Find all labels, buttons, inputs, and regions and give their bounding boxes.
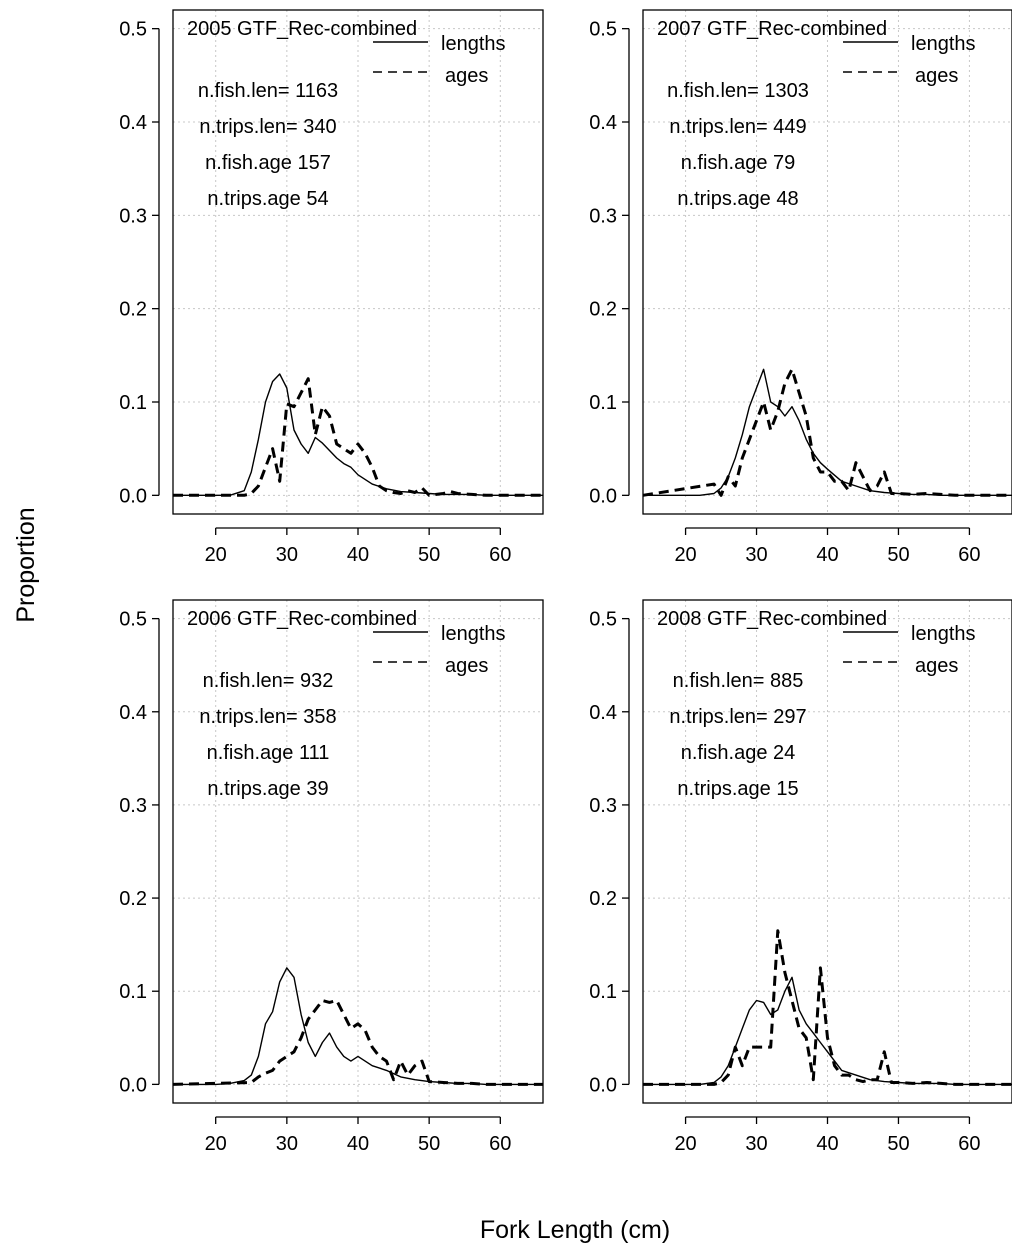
y-axis-label: Proportion (12, 507, 40, 622)
annotation-text: n.fish.age 157 (205, 152, 331, 174)
y-tick-label: 0.0 (589, 485, 617, 507)
y-tick-label: 0.1 (119, 981, 147, 1003)
y-tick-label: 0.3 (119, 795, 147, 817)
series-ages-line (172, 999, 543, 1086)
annotation-text: n.trips.len= 449 (669, 116, 806, 138)
annotation-text: n.fish.age 79 (681, 152, 796, 174)
legend-label-ages: ages (445, 65, 488, 87)
plot-frame (642, 599, 1012, 1104)
panel-title: 2005 GTF_Rec-combined (187, 18, 417, 40)
x-tick-label: 20 (205, 544, 227, 566)
x-tick-label: 60 (489, 1133, 511, 1155)
panel-title: 2008 GTF_Rec-combined (657, 608, 887, 630)
y-tick-label: 0.0 (119, 1074, 147, 1096)
y-tick-label: 0.5 (589, 609, 617, 631)
y-tick-label: 0.0 (589, 1074, 617, 1096)
y-tick-label: 0.2 (589, 299, 617, 321)
x-tick-label: 40 (816, 544, 838, 566)
y-tick-label: 0.4 (119, 112, 147, 134)
annotation-text: n.fish.age 111 (207, 742, 330, 764)
y-tick-label: 0.1 (589, 392, 617, 414)
x-tick-label: 20 (674, 544, 696, 566)
y-tick-label: 0.5 (119, 609, 147, 631)
annotation-text: n.trips.age 54 (207, 188, 328, 210)
annotation-text: n.fish.len= 1303 (667, 80, 809, 102)
annotation-text: n.fish.len= 1163 (198, 80, 338, 102)
series-ages-line (643, 929, 1012, 1086)
x-tick-label: 40 (347, 1133, 369, 1155)
series-ages-line (173, 377, 543, 497)
y-tick-label: 0.1 (589, 981, 617, 1003)
panel-2008: 0.0 0.1 0.2 0.3 0.4 0.5 20 30 40 50 60 2008 GTF_Rec… (589, 599, 1012, 1155)
series-lengths-line (643, 368, 1012, 496)
series-ages-line (642, 367, 1012, 497)
panel-2007: 0.0 0.1 0.2 0.3 0.4 0.5 20 30 40 50 60 2007 GTF_Rec… (589, 9, 1012, 566)
x-tick-label: 50 (887, 1133, 909, 1155)
annotation-text: n.trips.len= 358 (199, 706, 336, 728)
series-lengths-line (173, 373, 543, 496)
panel-2005: 0.0 0.1 0.2 0.3 0.4 0.5 20 30 40 50 60 2005 GTF_Rec… (119, 9, 544, 566)
x-tick-label: 30 (745, 544, 767, 566)
y-tick-label: 0.2 (589, 888, 617, 910)
panel-2006: 0.0 0.1 0.2 0.3 0.4 0.5 20 30 40 50 60 2006 GTF_Rec… (119, 599, 544, 1155)
x-tick-label: 60 (489, 544, 511, 566)
legend-label-ages: ages (915, 655, 958, 677)
x-tick-label: 40 (816, 1133, 838, 1155)
x-tick-label: 60 (958, 1133, 980, 1155)
y-tick-label: 0.5 (589, 19, 617, 41)
panel-title: 2007 GTF_Rec-combined (657, 18, 887, 40)
x-tick-label: 40 (347, 544, 369, 566)
y-tick-label: 0.3 (589, 795, 617, 817)
x-tick-label: 30 (276, 544, 298, 566)
y-tick-label: 0.1 (119, 392, 147, 414)
x-tick-label: 30 (745, 1133, 767, 1155)
legend-label-lengths: lengths (911, 33, 976, 55)
x-tick-label: 50 (887, 544, 909, 566)
legend-label-ages: ages (915, 65, 958, 87)
annotation-text: n.trips.age 39 (207, 778, 328, 800)
x-tick-label: 50 (418, 1133, 440, 1155)
annotation-text: n.fish.len= 932 (203, 670, 334, 692)
annotation-text: n.trips.len= 297 (669, 706, 806, 728)
x-tick-label: 20 (674, 1133, 696, 1155)
annotation-text: n.fish.age 24 (681, 742, 796, 764)
annotation-text: n.trips.age 48 (677, 188, 798, 210)
legend-label-ages: ages (445, 655, 488, 677)
panel-title: 2006 GTF_Rec-combined (187, 608, 417, 630)
annotation-text: n.fish.len= 885 (673, 670, 804, 692)
y-tick-label: 0.5 (119, 19, 147, 41)
y-tick-label: 0.4 (589, 112, 617, 134)
annotation-text: n.trips.age 15 (677, 778, 798, 800)
y-tick-label: 0.3 (119, 205, 147, 227)
y-tick-label: 0.3 (589, 205, 617, 227)
plot-frame (172, 599, 544, 1104)
y-tick-label: 0.4 (119, 702, 147, 724)
y-tick-label: 0.0 (119, 485, 147, 507)
y-tick-label: 0.4 (589, 702, 617, 724)
x-axis-label: Fork Length (cm) (480, 1216, 670, 1244)
legend-label-lengths: lengths (911, 623, 976, 645)
x-tick-label: 30 (276, 1133, 298, 1155)
annotation-text: n.trips.len= 340 (199, 116, 336, 138)
y-tick-label: 0.2 (119, 299, 147, 321)
x-tick-label: 20 (205, 1133, 227, 1155)
legend-label-lengths: lengths (441, 33, 506, 55)
x-tick-label: 60 (958, 544, 980, 566)
y-tick-label: 0.2 (119, 888, 147, 910)
legend-label-lengths: lengths (441, 623, 506, 645)
plot-frame (642, 9, 1012, 515)
x-tick-label: 50 (418, 544, 440, 566)
plot-frame (172, 9, 544, 515)
